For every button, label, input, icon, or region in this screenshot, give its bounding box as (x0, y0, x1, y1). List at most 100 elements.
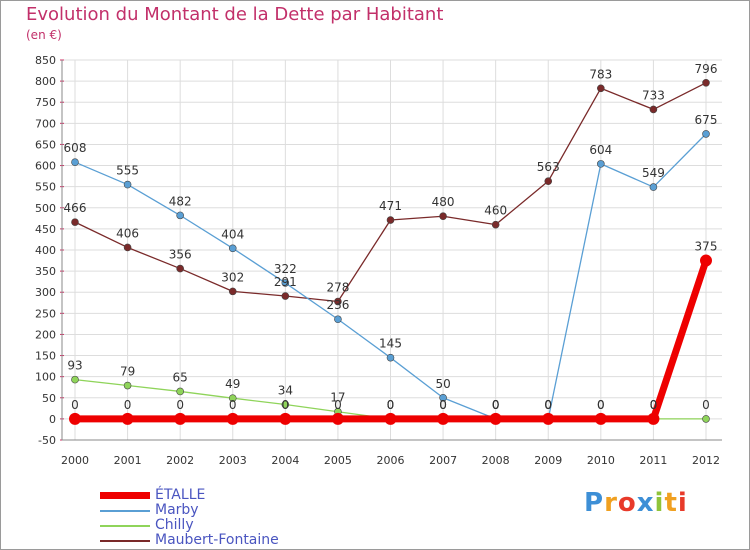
data-point (702, 79, 710, 87)
x-tick-label: 2000 (61, 454, 89, 467)
y-tick-label: 800 (35, 75, 56, 88)
y-tick-label: 650 (35, 138, 56, 151)
data-label: 375 (695, 240, 718, 254)
gridlines (62, 59, 722, 441)
data-point (702, 415, 710, 423)
data-label: 0 (492, 398, 500, 412)
data-point (71, 158, 79, 166)
data-label: 783 (589, 67, 612, 81)
data-point (331, 412, 344, 425)
data-label: 0 (387, 398, 395, 412)
data-point (386, 353, 395, 362)
legend-label: Marby (155, 502, 199, 518)
legend-swatch (100, 525, 150, 527)
data-point (649, 183, 658, 191)
data-label: 291 (274, 275, 297, 289)
x-tick-label: 2003 (219, 454, 247, 467)
data-label: 0 (544, 398, 552, 412)
data-label: 471 (379, 199, 402, 213)
y-tick-label: 350 (35, 265, 56, 278)
data-label: 0 (597, 398, 605, 412)
data-point (702, 130, 710, 138)
data-point (386, 216, 395, 224)
x-tick-label: 2011 (639, 454, 667, 467)
y-tick-label: 300 (35, 286, 56, 299)
data-label: 0 (597, 398, 605, 412)
proxiti-logo: Proxiti (584, 488, 688, 518)
logo-letter: P (584, 488, 605, 518)
data-label: 675 (695, 113, 718, 127)
data-point (226, 412, 239, 425)
legend-label: Chilly (155, 517, 194, 533)
data-point (334, 315, 342, 324)
data-point (176, 211, 184, 220)
y-tick-label: 500 (35, 202, 56, 215)
data-label: 796 (695, 62, 718, 76)
data-point (228, 394, 237, 403)
data-label: 0 (124, 398, 132, 412)
data-label: 0 (71, 398, 79, 412)
data-point (700, 254, 712, 267)
x-tick-label: 2007 (429, 454, 457, 467)
logo-letter: i (654, 488, 665, 518)
data-point (71, 375, 79, 384)
data-label: 0 (492, 398, 500, 412)
chart-title: Evolution du Montant de la Dette par Hab… (26, 4, 444, 25)
y-tick-label: 250 (35, 307, 56, 320)
data-point (384, 412, 397, 425)
data-label: 406 (116, 226, 139, 240)
data-label: 733 (642, 88, 665, 102)
data-label: 0 (229, 398, 237, 412)
x-tick-label: 2008 (482, 454, 510, 467)
data-label: 278 (326, 281, 349, 295)
y-tick-label: 850 (35, 54, 56, 67)
data-point (174, 412, 187, 425)
data-point (228, 244, 237, 253)
y-tick-label: 750 (35, 96, 56, 109)
data-label: 0 (492, 398, 500, 412)
data-label: 65 (173, 370, 188, 384)
data-point (544, 177, 553, 185)
data-label: 0 (439, 398, 447, 412)
data-label: 604 (589, 143, 612, 157)
x-tick-label: 2010 (587, 454, 615, 467)
data-point (594, 412, 607, 425)
data-label: 608 (64, 141, 87, 155)
data-point (491, 220, 500, 229)
data-label: 0 (650, 398, 658, 412)
data-label: 236 (326, 298, 349, 312)
data-label: 404 (221, 227, 244, 241)
y-tick-label: -50 (38, 434, 56, 447)
data-label: 302 (221, 270, 244, 284)
logo-letter: t (664, 488, 678, 518)
data-label: 0 (334, 398, 342, 412)
x-tick-label: 2002 (166, 454, 194, 467)
y-tick-label: 0 (49, 413, 56, 426)
legend-label: Maubert-Fontaine (155, 532, 279, 548)
y-tick-label: 150 (35, 350, 56, 363)
logo-letter: i (677, 488, 688, 518)
data-label: 79 (120, 365, 135, 379)
y-tick-label: 700 (35, 117, 56, 130)
data-label: 34 (278, 384, 293, 398)
data-point (121, 412, 134, 425)
data-label: 145 (379, 337, 402, 351)
data-label: 0 (650, 398, 658, 412)
logo-letter: x (636, 488, 655, 518)
data-label: 549 (642, 166, 665, 180)
y-tick-label: 550 (35, 181, 56, 194)
chart-subtitle: (en €) (26, 28, 62, 42)
data-label: 93 (67, 359, 82, 373)
data-label: 49 (225, 377, 240, 391)
y-tick-label: 600 (35, 160, 56, 173)
data-label: 0 (544, 398, 552, 412)
data-label: 482 (169, 194, 192, 208)
data-label: 0 (387, 398, 395, 412)
x-tick-label: 2009 (534, 454, 562, 467)
data-label: 555 (116, 164, 139, 178)
data-point (228, 287, 237, 296)
data-point (334, 297, 342, 306)
data-point (123, 180, 132, 189)
